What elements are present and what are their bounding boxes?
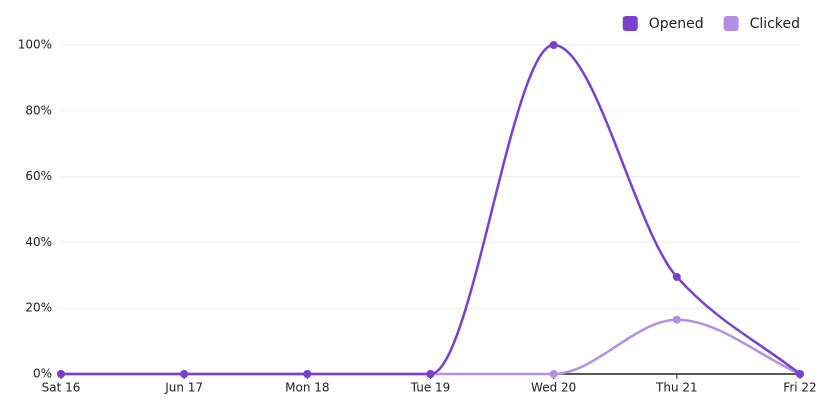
y-tick-label: 80% <box>25 103 52 117</box>
point <box>303 370 312 378</box>
point <box>549 41 558 49</box>
y-tick-label: 40% <box>25 235 52 249</box>
point <box>672 272 681 281</box>
line <box>60 318 801 376</box>
point <box>57 370 65 378</box>
x-tick-label: Sat 16 <box>42 381 81 395</box>
legend-label[interactable]: Clicked <box>750 16 800 32</box>
y-tick-label: 0% <box>33 367 52 381</box>
x-tick-label: Wed 20 <box>531 381 576 395</box>
x-tick-label: Thu 21 <box>655 381 698 395</box>
x-tick-label: Fri 22 <box>783 381 816 395</box>
point <box>796 370 804 378</box>
x-tick-label: Jun 17 <box>164 381 203 395</box>
x-tick-label: Tue 19 <box>410 381 451 395</box>
point <box>426 370 435 378</box>
y-tick-label: 100% <box>18 38 52 52</box>
point <box>549 370 558 378</box>
point <box>180 370 189 378</box>
line <box>60 43 801 376</box>
x-tick-label: Mon 18 <box>285 381 329 395</box>
y-tick-label: 20% <box>25 301 52 315</box>
y-tick-label: 60% <box>25 169 52 183</box>
legend-swatch[interactable] <box>622 16 638 31</box>
legend-swatch[interactable] <box>723 16 739 31</box>
point <box>672 315 681 324</box>
legend-label[interactable]: Opened <box>649 16 704 32</box>
